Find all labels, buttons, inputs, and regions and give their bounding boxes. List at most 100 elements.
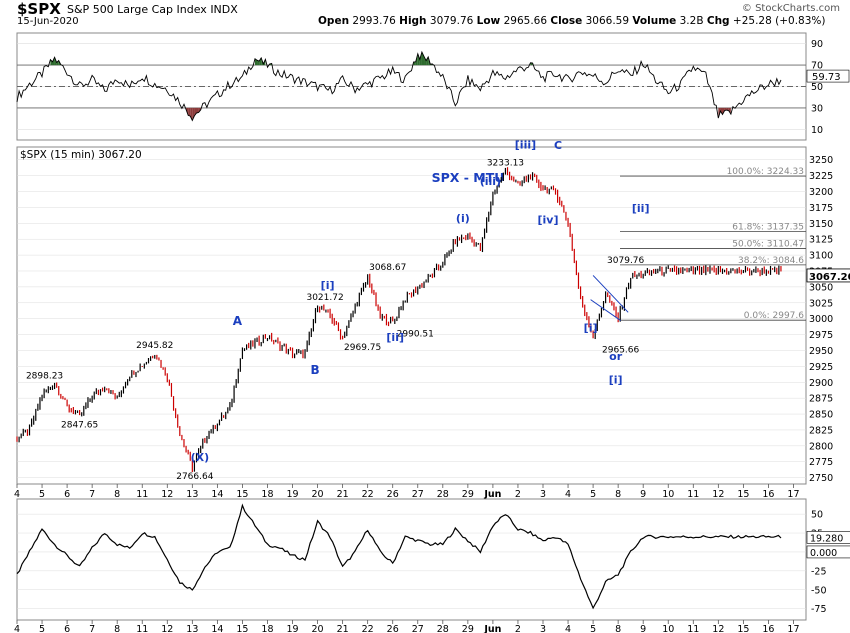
price-x-tick-label: 4 bbox=[565, 489, 571, 500]
price-tick-label: 3000 bbox=[809, 314, 833, 325]
price-x-tick-label: 10 bbox=[662, 489, 674, 500]
price-tick-label: 2800 bbox=[809, 441, 833, 452]
oscillator-x-tick-label: 6 bbox=[64, 624, 70, 633]
fib-level-label: 0.0%: 2997.6 bbox=[744, 311, 805, 321]
wedge-line bbox=[592, 275, 629, 313]
close-value: 3066.59 bbox=[585, 15, 630, 27]
elliott-wave-label: or bbox=[609, 350, 623, 363]
oscillator-x-tick-label: Jun bbox=[483, 624, 501, 633]
price-x-tick-label: 13 bbox=[186, 489, 198, 500]
price-x-tick-label: Jun bbox=[483, 489, 501, 500]
price-tick-label: 2975 bbox=[809, 330, 833, 341]
volume-value: 3.2B bbox=[679, 15, 704, 27]
price-label: 2965.66 bbox=[602, 346, 639, 356]
elliott-wave-label: C bbox=[554, 139, 562, 152]
chart-date: 15-Jun-2020 bbox=[17, 16, 79, 27]
oscillator-zero-box bbox=[806, 545, 850, 559]
price-x-tick-label: 8 bbox=[114, 489, 120, 500]
oscillator-x-tick-label: 9 bbox=[640, 624, 646, 633]
rsi-overbought-fill bbox=[417, 53, 420, 66]
oscillator-x-tick-label: 19 bbox=[286, 624, 298, 633]
rsi-oversold-fill bbox=[192, 107, 195, 121]
price-x-tick-label: 4 bbox=[14, 489, 20, 500]
price-tick-label: 2750 bbox=[809, 473, 833, 484]
elliott-wave-label: [i] bbox=[609, 374, 623, 387]
oscillator-x-tick-label: 4 bbox=[565, 624, 571, 633]
oscillator-x-tick-label: 11 bbox=[687, 624, 699, 633]
price-label: 3021.72 bbox=[306, 293, 343, 303]
price-x-tick-label: 28 bbox=[437, 489, 449, 500]
price-tick-label: 3175 bbox=[809, 203, 833, 214]
price-label: 2945.82 bbox=[136, 341, 173, 351]
high-value: 3079.76 bbox=[429, 15, 474, 27]
oscillator-x-tick-label: 27 bbox=[412, 624, 424, 633]
rsi-oversold-fill bbox=[190, 107, 193, 121]
price-x-tick-label: 19 bbox=[286, 489, 298, 500]
price-x-tick-label: 16 bbox=[762, 489, 774, 500]
oscillator-x-tick-label: 5 bbox=[39, 624, 45, 633]
oscillator-x-tick-label: 18 bbox=[261, 624, 273, 633]
price-tick-label: 3100 bbox=[809, 251, 833, 262]
price-tick-label: 3225 bbox=[809, 171, 833, 182]
oscillator-x-tick-label: 20 bbox=[312, 624, 324, 633]
price-label: 2847.65 bbox=[61, 421, 98, 431]
price-label: 2766.64 bbox=[176, 472, 213, 482]
oscillator-x-tick-label: 29 bbox=[462, 624, 474, 633]
elliott-wave-label: [i] bbox=[584, 321, 598, 334]
price-x-tick-label: 29 bbox=[462, 489, 474, 500]
rsi-tick-label: 10 bbox=[811, 125, 823, 136]
rsi-tick-label: 30 bbox=[811, 103, 823, 114]
oscillator-x-tick-label: 11 bbox=[136, 624, 148, 633]
elliott-wave-label: A bbox=[233, 314, 243, 328]
oscillator-x-tick-label: 22 bbox=[362, 624, 374, 633]
oscillator-x-tick-label: 7 bbox=[89, 624, 95, 633]
fib-level-label: 100.0%: 3224.33 bbox=[727, 167, 804, 177]
oscillator-x-tick-label: 15 bbox=[737, 624, 749, 633]
price-label: 3233.13 bbox=[487, 158, 524, 168]
open-value: 2993.76 bbox=[352, 15, 396, 27]
low-label: Low bbox=[476, 15, 501, 27]
symbol: $SPX bbox=[17, 0, 61, 18]
low-value: 2965.66 bbox=[503, 15, 548, 27]
rsi-overbought-fill bbox=[424, 56, 427, 66]
price-tick-label: 3125 bbox=[809, 235, 833, 246]
elliott-wave-label: (X) bbox=[191, 451, 210, 464]
price-label: 2969.75 bbox=[344, 343, 381, 353]
rsi-oversold-fill bbox=[196, 107, 199, 114]
rsi-overbought-fill bbox=[421, 51, 425, 66]
elliott-wave-label: (i) bbox=[456, 212, 470, 225]
oscillator-x-tick-label: 8 bbox=[114, 624, 120, 633]
elliott-wave-label: [iv] bbox=[538, 213, 559, 226]
price-x-tick-label: 3 bbox=[540, 489, 546, 500]
rsi-oversold-fill bbox=[194, 107, 197, 116]
oscillator-x-tick-label: 17 bbox=[787, 624, 799, 633]
elliott-wave-label: B bbox=[310, 363, 319, 377]
rsi-current-box bbox=[806, 69, 850, 83]
price-x-tick-label: 11 bbox=[687, 489, 699, 500]
oscillator-x-tick-label: 13 bbox=[186, 624, 198, 633]
price-tick-label: 2825 bbox=[809, 425, 833, 436]
oscillator-current-value: 19.280 bbox=[810, 533, 843, 544]
price-tick-label: 2950 bbox=[809, 346, 833, 357]
chg-value: +25.28 (+0.83%) bbox=[732, 15, 826, 27]
elliott-wave-label: [ii] bbox=[386, 331, 404, 344]
rsi-oversold-fill bbox=[188, 107, 191, 117]
price-x-tick-label: 12 bbox=[712, 489, 724, 500]
oscillator-x-tick-label: 2 bbox=[515, 624, 521, 633]
price-tick-label: 2925 bbox=[809, 362, 833, 373]
oscillator-tick-label: -75 bbox=[811, 604, 827, 615]
oscillator-zero-value: 0.000 bbox=[810, 548, 837, 559]
oscillator-current-box bbox=[806, 531, 850, 544]
rsi-overbought-fill bbox=[426, 56, 429, 66]
oscillator-x-tick-label: 8 bbox=[615, 624, 621, 633]
elliott-wave-label: [iii] bbox=[515, 138, 536, 151]
price-x-tick-label: 15 bbox=[236, 489, 248, 500]
price-current-box bbox=[806, 268, 850, 283]
price-label: 2898.23 bbox=[26, 371, 63, 381]
rsi-tick-label: 50 bbox=[811, 82, 823, 93]
rsi-overbought-fill bbox=[259, 57, 262, 66]
volume-label: Volume bbox=[632, 15, 677, 27]
oscillator-line bbox=[16, 503, 782, 610]
price-tick-label: 3250 bbox=[809, 155, 833, 166]
